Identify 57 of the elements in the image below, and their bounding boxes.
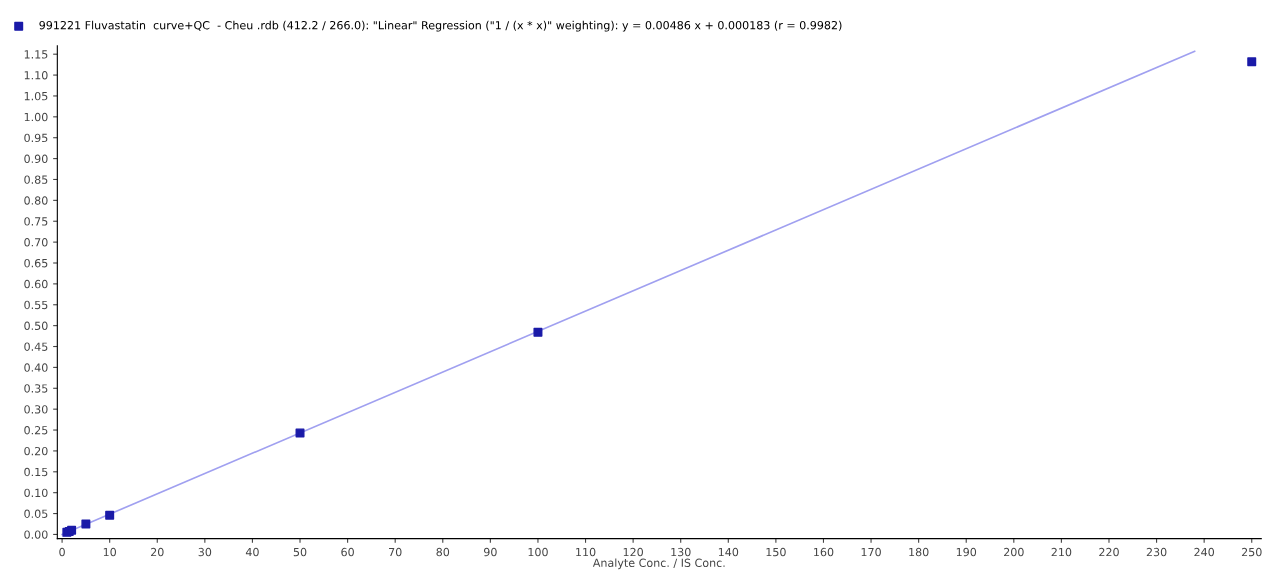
y-tick-label: 0.35: [24, 384, 48, 393]
point: [105, 510, 115, 520]
y-tick-label: 0.40: [24, 363, 48, 372]
x-tick-label: 30: [198, 547, 212, 557]
x-tick-label: 210: [1051, 547, 1072, 557]
x-tick-label: 20: [151, 547, 164, 557]
x-tick-label: 200: [1004, 547, 1024, 557]
point: [295, 428, 305, 438]
y-tick-label: 1.00: [24, 112, 48, 122]
x-tick-label: 220: [1099, 547, 1119, 557]
y-tick-label: 0.45: [24, 342, 48, 351]
y-tick-label: 1.05: [24, 91, 48, 101]
y-tick-label: 0.90: [24, 154, 48, 163]
x-tick-label: 130: [671, 547, 691, 557]
x-tick-label: 140: [718, 547, 739, 557]
point: [533, 327, 543, 337]
x-tick-label: 60: [341, 547, 354, 557]
y-tick-label: 0.65: [24, 258, 48, 268]
x-axis-title: Analyte Conc. / IS Conc.: [592, 558, 725, 570]
x-tick-label: 50: [293, 547, 307, 557]
x-tick-label: 180: [909, 547, 929, 557]
x-tick-label: 160: [814, 547, 834, 557]
y-tick-label: 0.70: [24, 238, 48, 247]
x-tick-label: 240: [1194, 547, 1215, 557]
y-tick-label: 0.00: [24, 530, 48, 539]
y-tick-label: 0.80: [24, 196, 48, 205]
x-tick-label: 100: [528, 547, 548, 557]
y-tick-label: 0.60: [24, 279, 48, 289]
x-tick-label: 250: [1241, 547, 1262, 557]
x-tick-label: 40: [245, 547, 259, 557]
point: [81, 519, 91, 529]
x-tick-label: 170: [861, 547, 881, 557]
y-tick-label: 0.05: [24, 509, 48, 518]
y-tick-label: 0.15: [24, 467, 48, 477]
legend-label: 991221 Fluvastatin curve+QC - Cheu .rdb (412.2 / 266.0): "Linear" Regression ("1 / (x * x)" weighting): y = 0.00486 x + 0.000183 (r = 0.9982): [39, 20, 842, 32]
x-tick-label: 10: [103, 547, 117, 557]
x-tick-label: 230: [1146, 547, 1167, 557]
y-tick-label: 0.25: [24, 426, 48, 435]
y-tick-label: 1.15: [24, 50, 48, 59]
x-tick-label: 0: [59, 547, 65, 557]
y-tick-label: 0.30: [24, 405, 48, 414]
y-tick-label: 0.50: [24, 321, 48, 331]
x-tick-label: 190: [956, 547, 977, 557]
x-tick-label: 70: [389, 547, 402, 557]
x-tick-label: 110: [576, 547, 596, 557]
y-tick-label: 0.75: [24, 217, 48, 226]
y-tick-label: 0.10: [24, 488, 48, 498]
x-tick-label: 150: [766, 547, 786, 557]
x-tick-label: 120: [623, 547, 643, 557]
y-tick-label: 1.10: [24, 71, 48, 80]
y-tick-label: 0.55: [24, 300, 48, 310]
x-tick-label: 90: [483, 547, 497, 557]
point: [1247, 57, 1257, 67]
x-tick-label: 80: [436, 547, 450, 557]
y-tick-label: 0.85: [24, 175, 48, 184]
y-tick-label: 0.20: [24, 446, 48, 456]
y-tick-label: 0.95: [24, 133, 48, 143]
